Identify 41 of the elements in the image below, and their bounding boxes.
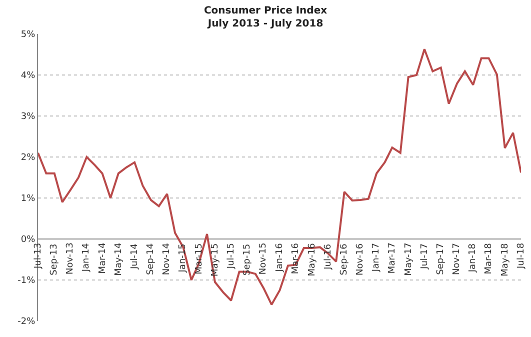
y-tick-label: 0% <box>20 235 36 246</box>
x-tick-label: Mar-15 <box>194 243 204 274</box>
x-tick-label: Nov-16 <box>355 243 366 276</box>
x-tick-label: Nov-14 <box>162 242 172 276</box>
x-tick-label: Jan-15 <box>178 244 188 274</box>
x-tick-label: May-15 <box>210 243 220 276</box>
x-tick-label: Sep-13 <box>49 244 60 276</box>
x-tick-label: Mar-18 <box>484 242 494 274</box>
x-tick-label: Jul-14 <box>130 243 140 270</box>
x-tick-label: May-18 <box>500 242 510 276</box>
y-tick-label: -2% <box>18 317 36 328</box>
x-tick-label: Mar-17 <box>388 242 398 274</box>
x-tick-label: Nov-17 <box>452 242 462 275</box>
x-tick-label: May-17 <box>404 242 414 276</box>
x-tick-label: Jan-14 <box>82 242 92 273</box>
x-tick-label: May-16 <box>307 242 318 276</box>
x-tick-label: May-14 <box>114 242 124 276</box>
x-tick-label: Sep-15 <box>242 244 252 276</box>
x-tick-label: Nov-13 <box>66 242 76 275</box>
y-tick-label: 4% <box>20 71 36 82</box>
x-tick-label: Jul-16 <box>323 244 334 270</box>
x-tick-label: Sep-16 <box>339 243 350 276</box>
x-tick-label: Nov-15 <box>258 242 269 275</box>
x-tick-label: Jul-18 <box>516 242 526 270</box>
y-tick-label: 1% <box>20 194 36 204</box>
x-tick-label: Jan-18 <box>468 243 478 274</box>
x-tick-label: Jul-17 <box>420 243 430 270</box>
chart-title: Consumer Price Index <box>204 5 328 16</box>
chart-subtitle: July 2013 - July 2018 <box>206 18 324 30</box>
x-tick-label: Sep-17 <box>436 243 446 275</box>
y-tick-label: 3% <box>20 112 36 122</box>
y-tick-label: 5% <box>20 30 36 40</box>
x-tick-label: Sep-14 <box>146 243 156 275</box>
x-tick-label: Jul-13 <box>34 242 44 270</box>
x-tick-label: Jul-15 <box>226 243 237 270</box>
x-tick-label: Jan-17 <box>372 243 382 273</box>
y-tick-label: -1% <box>18 276 36 286</box>
y-tick-label: 2% <box>20 153 36 164</box>
x-tick-label: Mar-16 <box>291 242 302 274</box>
x-tick-label: Jan-16 <box>274 242 285 273</box>
x-tick-label: Mar-14 <box>98 242 108 274</box>
